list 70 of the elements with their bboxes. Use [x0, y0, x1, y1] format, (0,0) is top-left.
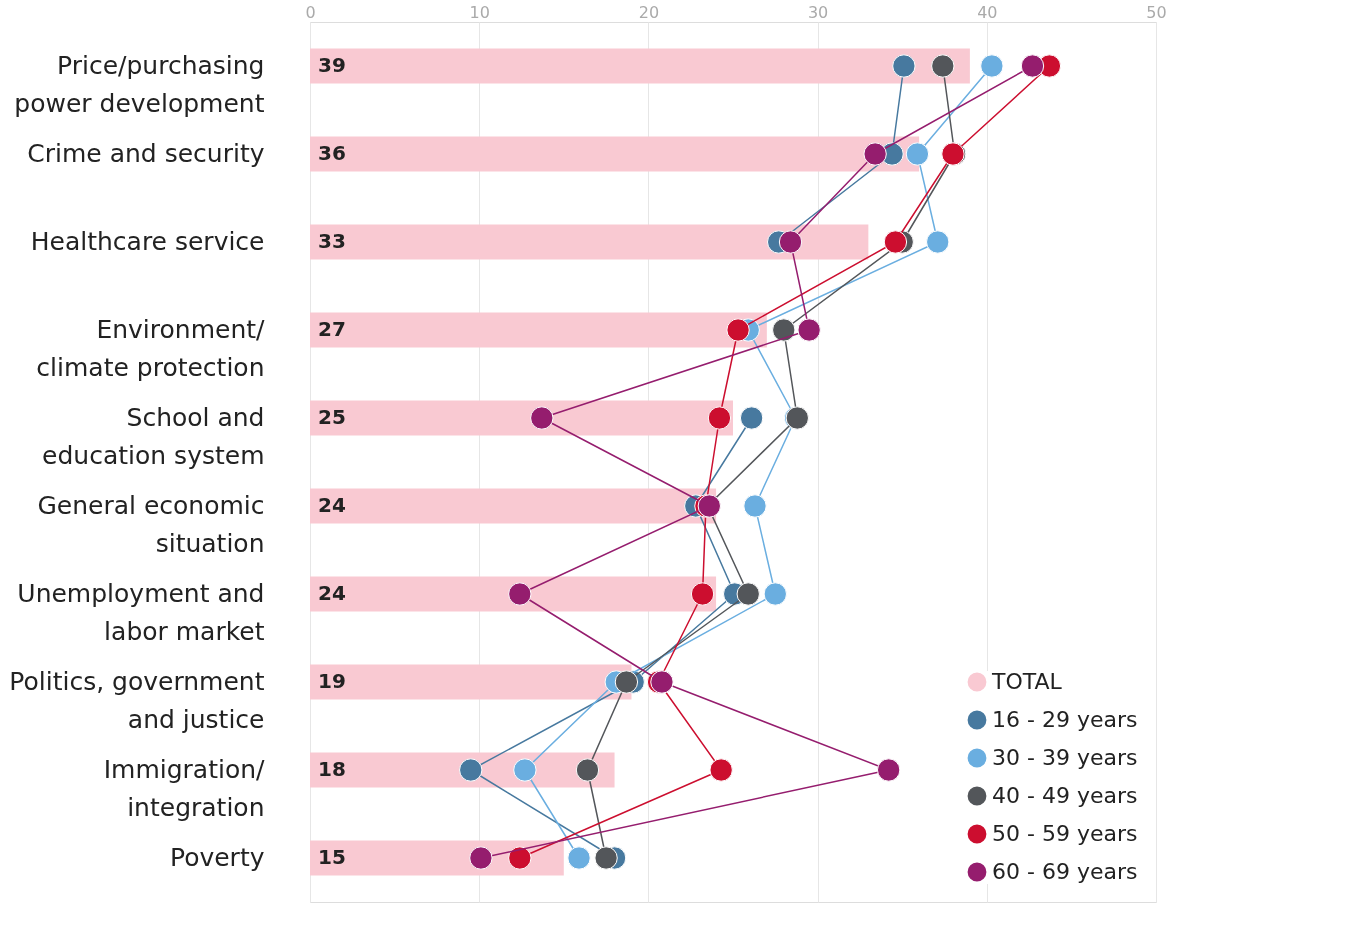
data-label: 36: [318, 141, 346, 165]
y-tick-label: General economic situation: [37, 491, 265, 558]
data-label: 39: [318, 53, 346, 77]
point: [530, 406, 554, 430]
y-tick-label: School and education system: [42, 403, 265, 470]
legend-label: TOTAL: [991, 669, 1063, 694]
data-label: 33: [318, 229, 346, 253]
y-tick-label: Environment/ climate protection: [36, 315, 266, 382]
legend-label: 60 - 69 years: [992, 859, 1138, 884]
x-tick-label: 50: [1146, 2, 1167, 22]
bar: [310, 488, 717, 524]
point: [736, 582, 760, 606]
point: [707, 406, 732, 430]
point: [797, 318, 821, 342]
point: [883, 230, 908, 254]
bar: [310, 576, 717, 612]
bar: [310, 224, 869, 260]
data-label: 19: [318, 669, 346, 693]
legend-label: 30 - 39 years: [992, 745, 1138, 770]
point: [459, 758, 483, 782]
point: [508, 846, 532, 870]
point: [1020, 54, 1045, 78]
x-tick-label: 30: [807, 2, 829, 22]
data-label: 15: [318, 845, 346, 869]
y-tick-label: Poverty: [169, 843, 265, 872]
point: [709, 758, 733, 782]
point: [778, 230, 803, 254]
point: [743, 494, 767, 518]
bar: [310, 312, 767, 348]
point: [876, 758, 901, 782]
x-tick-label: 40: [977, 2, 998, 22]
y-tick-label: Politics, government and justice: [9, 667, 265, 734]
point: [567, 846, 591, 870]
data-label: 24: [318, 581, 346, 605]
y-tick-label: Crime and security: [27, 139, 265, 168]
data-label: 25: [318, 405, 346, 429]
point: [905, 142, 930, 166]
y-tick-label: Immigration/ integration: [103, 755, 266, 822]
point: [763, 582, 787, 606]
x-tick-label: 20: [638, 2, 660, 22]
bar: [310, 664, 632, 700]
bar: [310, 400, 733, 436]
legend-label: 50 - 59 years: [992, 821, 1138, 846]
point: [690, 582, 715, 606]
x-tick-label: 10: [469, 2, 490, 22]
point: [892, 54, 916, 78]
point: [594, 846, 618, 870]
bar: [310, 136, 920, 172]
point: [575, 758, 600, 782]
point: [772, 318, 796, 342]
y-tick-label: Unemployment and labor market: [17, 579, 265, 646]
point: [614, 670, 639, 694]
y-tick-label: Healthcare service: [30, 227, 265, 256]
point: [863, 142, 887, 166]
point: [980, 54, 1004, 78]
point: [508, 582, 532, 606]
point: [513, 758, 537, 782]
legend-label: 40 - 49 years: [992, 783, 1138, 808]
x-tick-label: 0: [305, 2, 316, 22]
y-tick-label: Price/purchasing power development: [14, 51, 265, 118]
point: [726, 318, 750, 342]
data-label: 24: [318, 493, 346, 517]
bar: [310, 48, 970, 84]
point: [931, 54, 955, 78]
legend-label: 16 - 29 years: [992, 707, 1138, 732]
point: [926, 230, 950, 254]
data-label: 18: [318, 757, 346, 781]
point: [469, 846, 493, 870]
point: [739, 406, 764, 430]
data-label: 27: [318, 317, 346, 341]
